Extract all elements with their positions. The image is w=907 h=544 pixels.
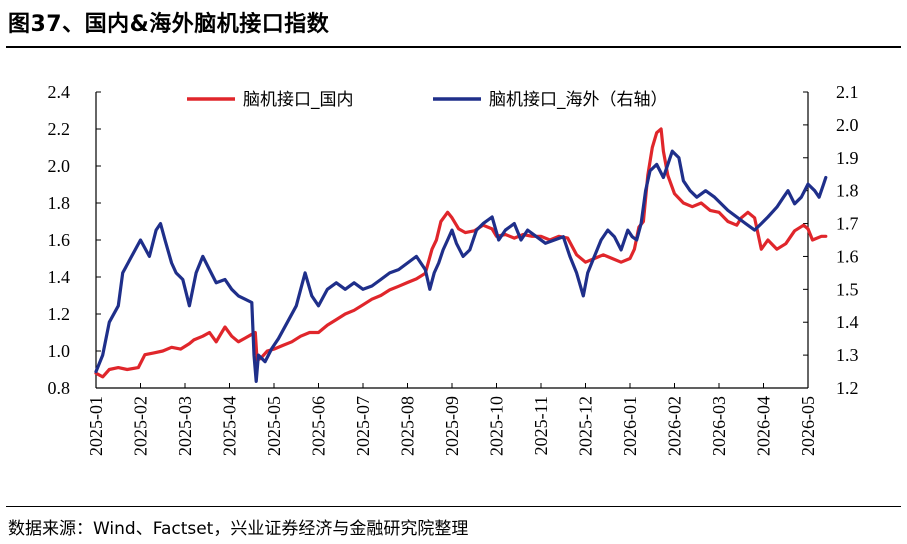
left-y-tick-label: 1.2 xyxy=(48,304,71,324)
left-y-tick-label: 1.0 xyxy=(48,341,71,361)
left-y-tick-label: 2.2 xyxy=(48,119,71,139)
right-y-tick-label: 1.3 xyxy=(836,345,859,365)
x-tick-label: 2026-04 xyxy=(754,396,774,456)
x-tick-label: 2025-08 xyxy=(398,396,418,456)
x-tick-label: 2025-03 xyxy=(175,396,195,456)
right-y-tick-label: 2.1 xyxy=(836,82,859,102)
x-tick-label: 2025-07 xyxy=(353,396,373,456)
chart-axes: 0.8 1.0 1.2 1.4 1.6 1.8 2.0 2.2 2.4 1.2 1.3 1.4 1.5 1… xyxy=(48,82,859,456)
left-y-tick-label: 2.4 xyxy=(48,82,71,102)
x-tick-label: 2025-05 xyxy=(264,396,284,456)
right-y-tick-label: 1.4 xyxy=(836,312,859,332)
x-tick-label: 2026-02 xyxy=(665,396,685,456)
x-tick-label: 2025-01 xyxy=(86,396,106,456)
x-tick-label: 2026-03 xyxy=(709,396,729,456)
left-y-tick-label: 1.4 xyxy=(48,267,71,287)
series-line-overseas xyxy=(94,149,828,383)
left-y-tick-label: 1.8 xyxy=(48,193,71,213)
chart-legend: 脑机接口_国内 脑机接口_海外（右轴） xyxy=(187,90,668,110)
legend-label: 脑机接口_国内 xyxy=(243,90,354,110)
x-tick-label: 2025-04 xyxy=(220,396,240,456)
right-y-tick-label: 1.5 xyxy=(836,279,859,299)
right-y-tick-label: 1.7 xyxy=(836,214,859,234)
data-source-note: 数据来源：Wind、Factset，兴业证券经济与金融研究院整理 xyxy=(8,519,469,539)
right-y-tick-label: 1.9 xyxy=(836,148,859,168)
x-tick-label: 2025-02 xyxy=(131,396,151,456)
left-y-tick-label: 1.6 xyxy=(48,230,71,250)
left-y-tick-label: 2.0 xyxy=(48,156,71,176)
x-tick-label: 2026-01 xyxy=(620,396,640,456)
right-y-tick-label: 1.6 xyxy=(836,246,859,266)
source-divider xyxy=(6,506,901,507)
figure-title: 图37、国内&海外脑机接口指数 xyxy=(8,12,330,37)
title-divider xyxy=(6,46,901,48)
series-line-domestic xyxy=(94,127,828,379)
right-y-tick-label: 1.8 xyxy=(836,181,859,201)
x-tick-label: 2025-12 xyxy=(576,396,596,456)
line-chart: 0.8 1.0 1.2 1.4 1.6 1.8 2.0 2.2 2.4 1.2 1.3 1.4 1.5 1… xyxy=(48,82,859,456)
left-y-tick-label: 0.8 xyxy=(48,378,71,398)
right-y-tick-label: 2.0 xyxy=(836,115,859,135)
chart-series xyxy=(94,127,828,383)
x-tick-label: 2025-11 xyxy=(531,396,551,455)
x-tick-label: 2025-10 xyxy=(487,396,507,456)
legend-label: 脑机接口_海外（右轴） xyxy=(489,90,668,110)
x-tick-label: 2026-05 xyxy=(798,396,818,456)
x-tick-label: 2025-06 xyxy=(309,396,329,456)
right-y-tick-label: 1.2 xyxy=(836,378,859,398)
x-tick-label: 2025-09 xyxy=(442,396,462,456)
